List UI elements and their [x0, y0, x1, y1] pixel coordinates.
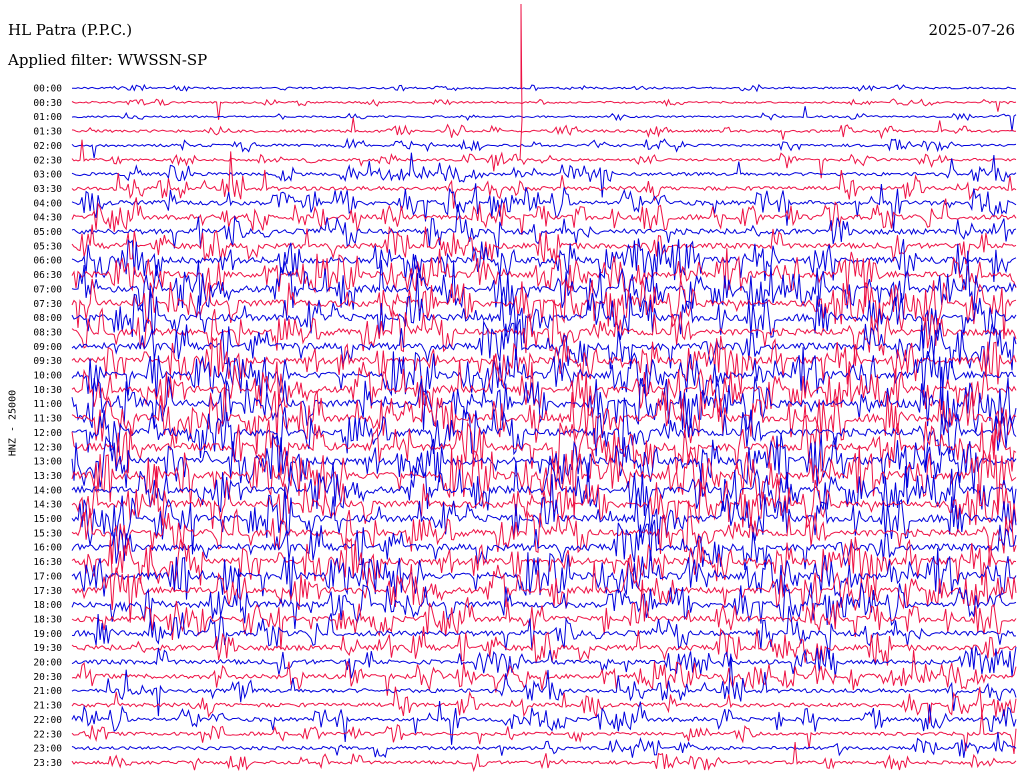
time-label: 02:00: [33, 141, 62, 152]
time-label: 21:00: [33, 686, 62, 697]
time-label: 18:00: [33, 600, 62, 611]
trace-row: [71, 700, 1017, 745]
time-label: 20:00: [33, 658, 62, 669]
trace-row: [71, 197, 1017, 235]
time-label: 16:30: [33, 557, 62, 568]
trace-row: [72, 83, 1017, 93]
trace-row: [71, 536, 1017, 595]
trace-row: [71, 579, 1017, 650]
time-label: 10:30: [33, 385, 62, 396]
trace-row: [71, 519, 1017, 571]
trace-row: [71, 273, 1017, 349]
trace-row: [71, 653, 1017, 717]
time-label: 10:00: [33, 371, 62, 382]
time-label: 17:30: [33, 586, 62, 597]
time-label: 11:00: [33, 399, 62, 410]
trace-row: [71, 646, 1017, 679]
station-title: HL Patra (P.P.C.): [8, 21, 133, 39]
time-label: 14:30: [33, 500, 62, 511]
time-label: 16:00: [33, 543, 62, 554]
time-label: 04:00: [33, 198, 62, 209]
trace-row: [71, 466, 1017, 529]
trace-row: [71, 741, 1017, 773]
trace-row: [71, 397, 1017, 469]
time-label: 18:30: [33, 614, 62, 625]
time-label: 21:30: [33, 701, 62, 712]
trace-row: [71, 383, 1017, 454]
time-label: 05:00: [33, 227, 62, 238]
trace-row: [71, 151, 1017, 209]
time-label: 00:30: [33, 98, 62, 109]
trace-row: [71, 117, 1016, 140]
time-label: 01:00: [33, 112, 62, 123]
trace-row: [71, 238, 1017, 283]
time-label: 15:00: [33, 514, 62, 525]
time-label: 22:00: [33, 715, 62, 726]
time-label: 15:30: [33, 528, 62, 539]
time-label: 08:00: [33, 313, 62, 324]
time-label: 13:30: [33, 471, 62, 482]
time-label: 07:00: [33, 284, 62, 295]
trace-row: [71, 366, 1017, 433]
trace-row: [71, 224, 1017, 265]
time-label: 09:00: [33, 342, 62, 353]
time-label: 01:30: [33, 127, 62, 138]
time-label: 12:30: [33, 442, 62, 453]
time-label: 19:00: [33, 629, 62, 640]
time-label: 20:30: [33, 672, 62, 683]
trace-row: [71, 335, 1017, 394]
trace-row: [71, 318, 1017, 371]
time-label: 19:30: [33, 643, 62, 654]
time-label: 00:00: [33, 84, 62, 95]
trace-row: [71, 137, 1017, 159]
trace-row: [71, 139, 1017, 179]
time-label: 02:30: [33, 155, 62, 166]
trace-row: [71, 278, 1017, 340]
time-label: 23:30: [33, 758, 62, 769]
event-spike: [519, 3, 523, 161]
time-label: 13:00: [33, 457, 62, 468]
trace-row: [71, 650, 1017, 696]
time-label: 05:30: [33, 241, 62, 252]
time-label: 06:30: [33, 270, 62, 281]
trace-row: [71, 204, 1017, 258]
trace-row: [71, 106, 1017, 132]
time-label: 07:30: [33, 299, 62, 310]
time-label: 14:00: [33, 485, 62, 496]
trace-row: [71, 711, 1017, 754]
trace-row: [71, 474, 1017, 555]
trace-row: [71, 446, 1017, 520]
time-label: 11:30: [33, 414, 62, 425]
trace-row: [71, 626, 1017, 666]
time-label: 23:00: [33, 744, 62, 755]
time-label: 06:00: [33, 256, 62, 267]
trace-row: [71, 98, 1017, 120]
time-label: 03:30: [33, 184, 62, 195]
trace-row: [71, 568, 1017, 629]
time-label: 08:30: [33, 327, 62, 338]
trace-row: [71, 558, 1017, 623]
trace-row: [71, 404, 1017, 476]
trace-row: [71, 183, 1017, 231]
trace-row: [71, 250, 1017, 316]
trace-row: [71, 547, 1017, 603]
time-label: 04:30: [33, 213, 62, 224]
time-label: 17:00: [33, 571, 62, 582]
time-label: 03:00: [33, 170, 62, 181]
trace-row: [71, 248, 1017, 308]
time-label: 12:00: [33, 428, 62, 439]
trace-row: [71, 500, 1017, 567]
trace-row: [71, 686, 1017, 724]
time-label: 22:30: [33, 729, 62, 740]
trace-row: [71, 347, 1017, 411]
filter-label: Applied filter: WWSSN-SP: [8, 51, 208, 69]
date-label: 2025-07-26: [928, 21, 1015, 39]
trace-row: [71, 605, 1017, 660]
trace-row: [71, 731, 1017, 759]
time-label: 09:30: [33, 356, 62, 367]
